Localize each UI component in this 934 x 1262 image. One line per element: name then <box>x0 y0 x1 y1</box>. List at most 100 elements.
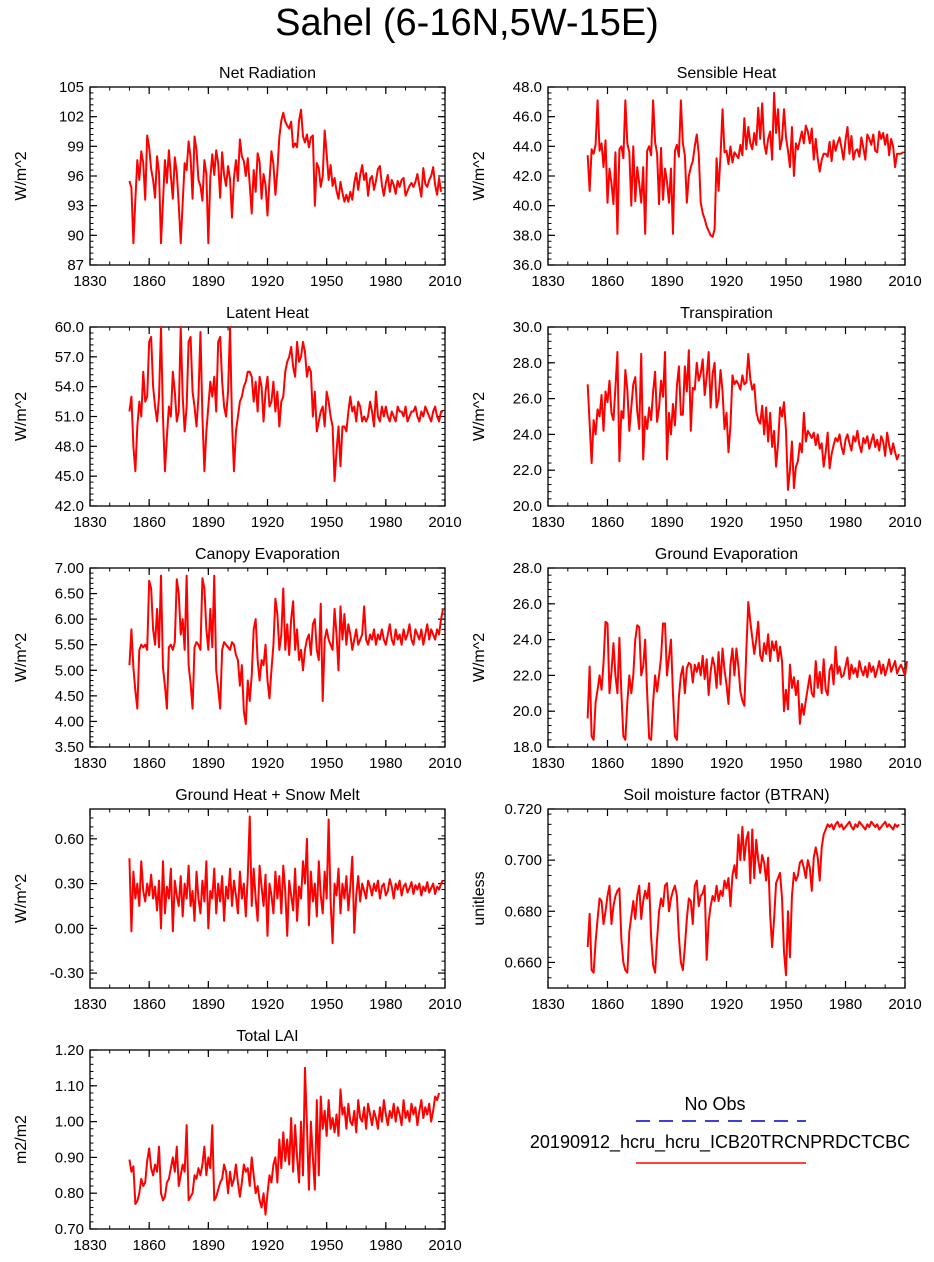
y-tick-label: 42.0 <box>55 498 84 515</box>
y-tick-label: 26.0 <box>513 596 542 613</box>
chart-title: Transpiration <box>680 305 773 322</box>
x-tick-label: 1950 <box>769 755 802 772</box>
x-tick-label: 1920 <box>710 514 743 531</box>
y-axis-label: W/m^2 <box>13 874 30 923</box>
y-tick-label: 0.90 <box>55 1149 84 1166</box>
x-tick-label: 1830 <box>73 996 106 1013</box>
legend-model-label: 20190912_hcru_hcru_ICB20TRCNPRDCTCBC <box>530 1132 910 1153</box>
x-tick-label: 1860 <box>132 514 165 531</box>
series-line <box>586 820 900 977</box>
y-tick-label: 1.10 <box>55 1078 84 1095</box>
y-tick-label: 0.660 <box>504 954 542 971</box>
x-tick-label: 1920 <box>251 755 284 772</box>
y-tick-label: 102 <box>59 109 84 126</box>
y-tick-label: 6.50 <box>55 586 84 603</box>
x-tick-label: 1980 <box>829 273 862 290</box>
x-tick-label: 1830 <box>73 1237 106 1254</box>
series-line <box>586 91 904 238</box>
y-tick-label: 30.0 <box>513 319 542 336</box>
x-tick-label: 1920 <box>710 996 743 1013</box>
x-tick-label: 1830 <box>531 755 564 772</box>
y-tick-label: 18.0 <box>513 739 542 756</box>
x-tick-label: 1920 <box>710 755 743 772</box>
plot-frame <box>89 567 446 748</box>
x-tick-label: 1890 <box>192 1237 225 1254</box>
x-tick-label: 1980 <box>369 273 402 290</box>
y-tick-label: 24.0 <box>513 426 542 443</box>
x-tick-label: 1890 <box>192 273 225 290</box>
series-line <box>586 349 900 491</box>
chart-panel-9: Total LAI m2/m2 1830 1860 1890 1920 1950 1980 20… <box>13 1028 462 1254</box>
y-tick-label: 60.0 <box>55 319 84 336</box>
y-tick-label: 0.680 <box>504 903 542 920</box>
chart-title: Total LAI <box>236 1028 298 1045</box>
y-tick-label: 1.00 <box>55 1114 84 1131</box>
x-tick-label: 2010 <box>428 514 461 531</box>
legend-obs-label: No Obs <box>684 1094 745 1114</box>
chart-panel-7: Ground Heat + Snow Melt W/m^2 1830 1860 1890… <box>13 787 462 1013</box>
x-tick-label: 1920 <box>251 273 284 290</box>
x-tick-label: 2010 <box>888 755 921 772</box>
y-axis-label: W/m^2 <box>13 392 30 441</box>
y-tick-label: 3.50 <box>55 739 84 756</box>
x-tick-label: 1980 <box>829 514 862 531</box>
y-tick-label: 54.0 <box>55 379 84 396</box>
y-tick-label: 48.0 <box>513 79 542 96</box>
y-tick-label: 4.00 <box>55 713 84 730</box>
x-tick-label: 1860 <box>132 1237 165 1254</box>
x-tick-label: 1890 <box>650 996 683 1013</box>
x-tick-label: 1950 <box>310 996 343 1013</box>
y-tick-label: 28.0 <box>513 355 542 372</box>
y-tick-label: 38.0 <box>513 227 542 244</box>
chart-title: Latent Heat <box>226 305 309 322</box>
x-tick-label: 2010 <box>428 1237 461 1254</box>
x-tick-label: 1950 <box>310 755 343 772</box>
x-tick-label: 1830 <box>73 755 106 772</box>
x-tick-label: 1860 <box>132 996 165 1013</box>
y-axis-label: W/m^2 <box>471 151 488 200</box>
y-tick-label: 0.80 <box>55 1185 84 1202</box>
y-tick-label: 0.70 <box>55 1221 84 1238</box>
chart-panel-6: Ground Evaporation W/m^2 1830 1860 1890 1920 1… <box>471 546 922 772</box>
y-tick-label: 0.700 <box>504 852 542 869</box>
chart-panels: Net Radiation W/m^2 1830 1860 1890 1920 1950 19… <box>13 65 922 1254</box>
x-tick-label: 2010 <box>428 996 461 1013</box>
x-tick-label: 1830 <box>531 996 564 1013</box>
y-tick-label: 4.50 <box>55 688 84 705</box>
y-tick-label: 48.0 <box>55 438 84 455</box>
y-tick-label: 36.0 <box>513 257 542 274</box>
plot-frame <box>547 86 906 266</box>
y-axis-label: m2/m2 <box>13 1115 30 1164</box>
chart-panel-8: Soil moisture factor (BTRAN) unitless 1830… <box>471 787 922 1013</box>
y-tick-label: 1.20 <box>55 1042 84 1059</box>
x-tick-label: 1860 <box>591 755 624 772</box>
x-tick-label: 1950 <box>769 996 802 1013</box>
x-tick-label: 1890 <box>192 514 225 531</box>
x-tick-label: 1890 <box>650 273 683 290</box>
y-tick-label: 42.0 <box>513 168 542 185</box>
chart-title: Net Radiation <box>219 65 316 82</box>
y-tick-label: 87 <box>67 257 84 274</box>
chart-title: Ground Evaporation <box>655 546 798 563</box>
chart-title: Sensible Heat <box>677 65 777 82</box>
y-tick-label: 57.0 <box>55 349 84 366</box>
y-tick-label: 51.0 <box>55 409 84 426</box>
y-tick-label: 28.0 <box>513 560 542 577</box>
x-tick-label: 2010 <box>428 755 461 772</box>
x-tick-label: 1980 <box>829 996 862 1013</box>
x-tick-label: 1830 <box>73 514 106 531</box>
x-tick-label: 1890 <box>650 514 683 531</box>
x-tick-label: 2010 <box>428 273 461 290</box>
chart-panel-2: Sensible Heat W/m^2 1830 1860 1890 1920 1950 19… <box>471 65 922 290</box>
x-tick-label: 2010 <box>888 514 921 531</box>
series-line <box>128 1066 441 1216</box>
x-tick-label: 1980 <box>369 1237 402 1254</box>
x-tick-label: 1860 <box>591 514 624 531</box>
y-axis-label: W/m^2 <box>13 633 30 682</box>
y-tick-label: -0.30 <box>50 965 84 982</box>
series-line <box>128 108 443 245</box>
y-tick-label: 90 <box>67 227 84 244</box>
y-tick-label: 40.0 <box>513 198 542 215</box>
x-tick-label: 1920 <box>710 273 743 290</box>
